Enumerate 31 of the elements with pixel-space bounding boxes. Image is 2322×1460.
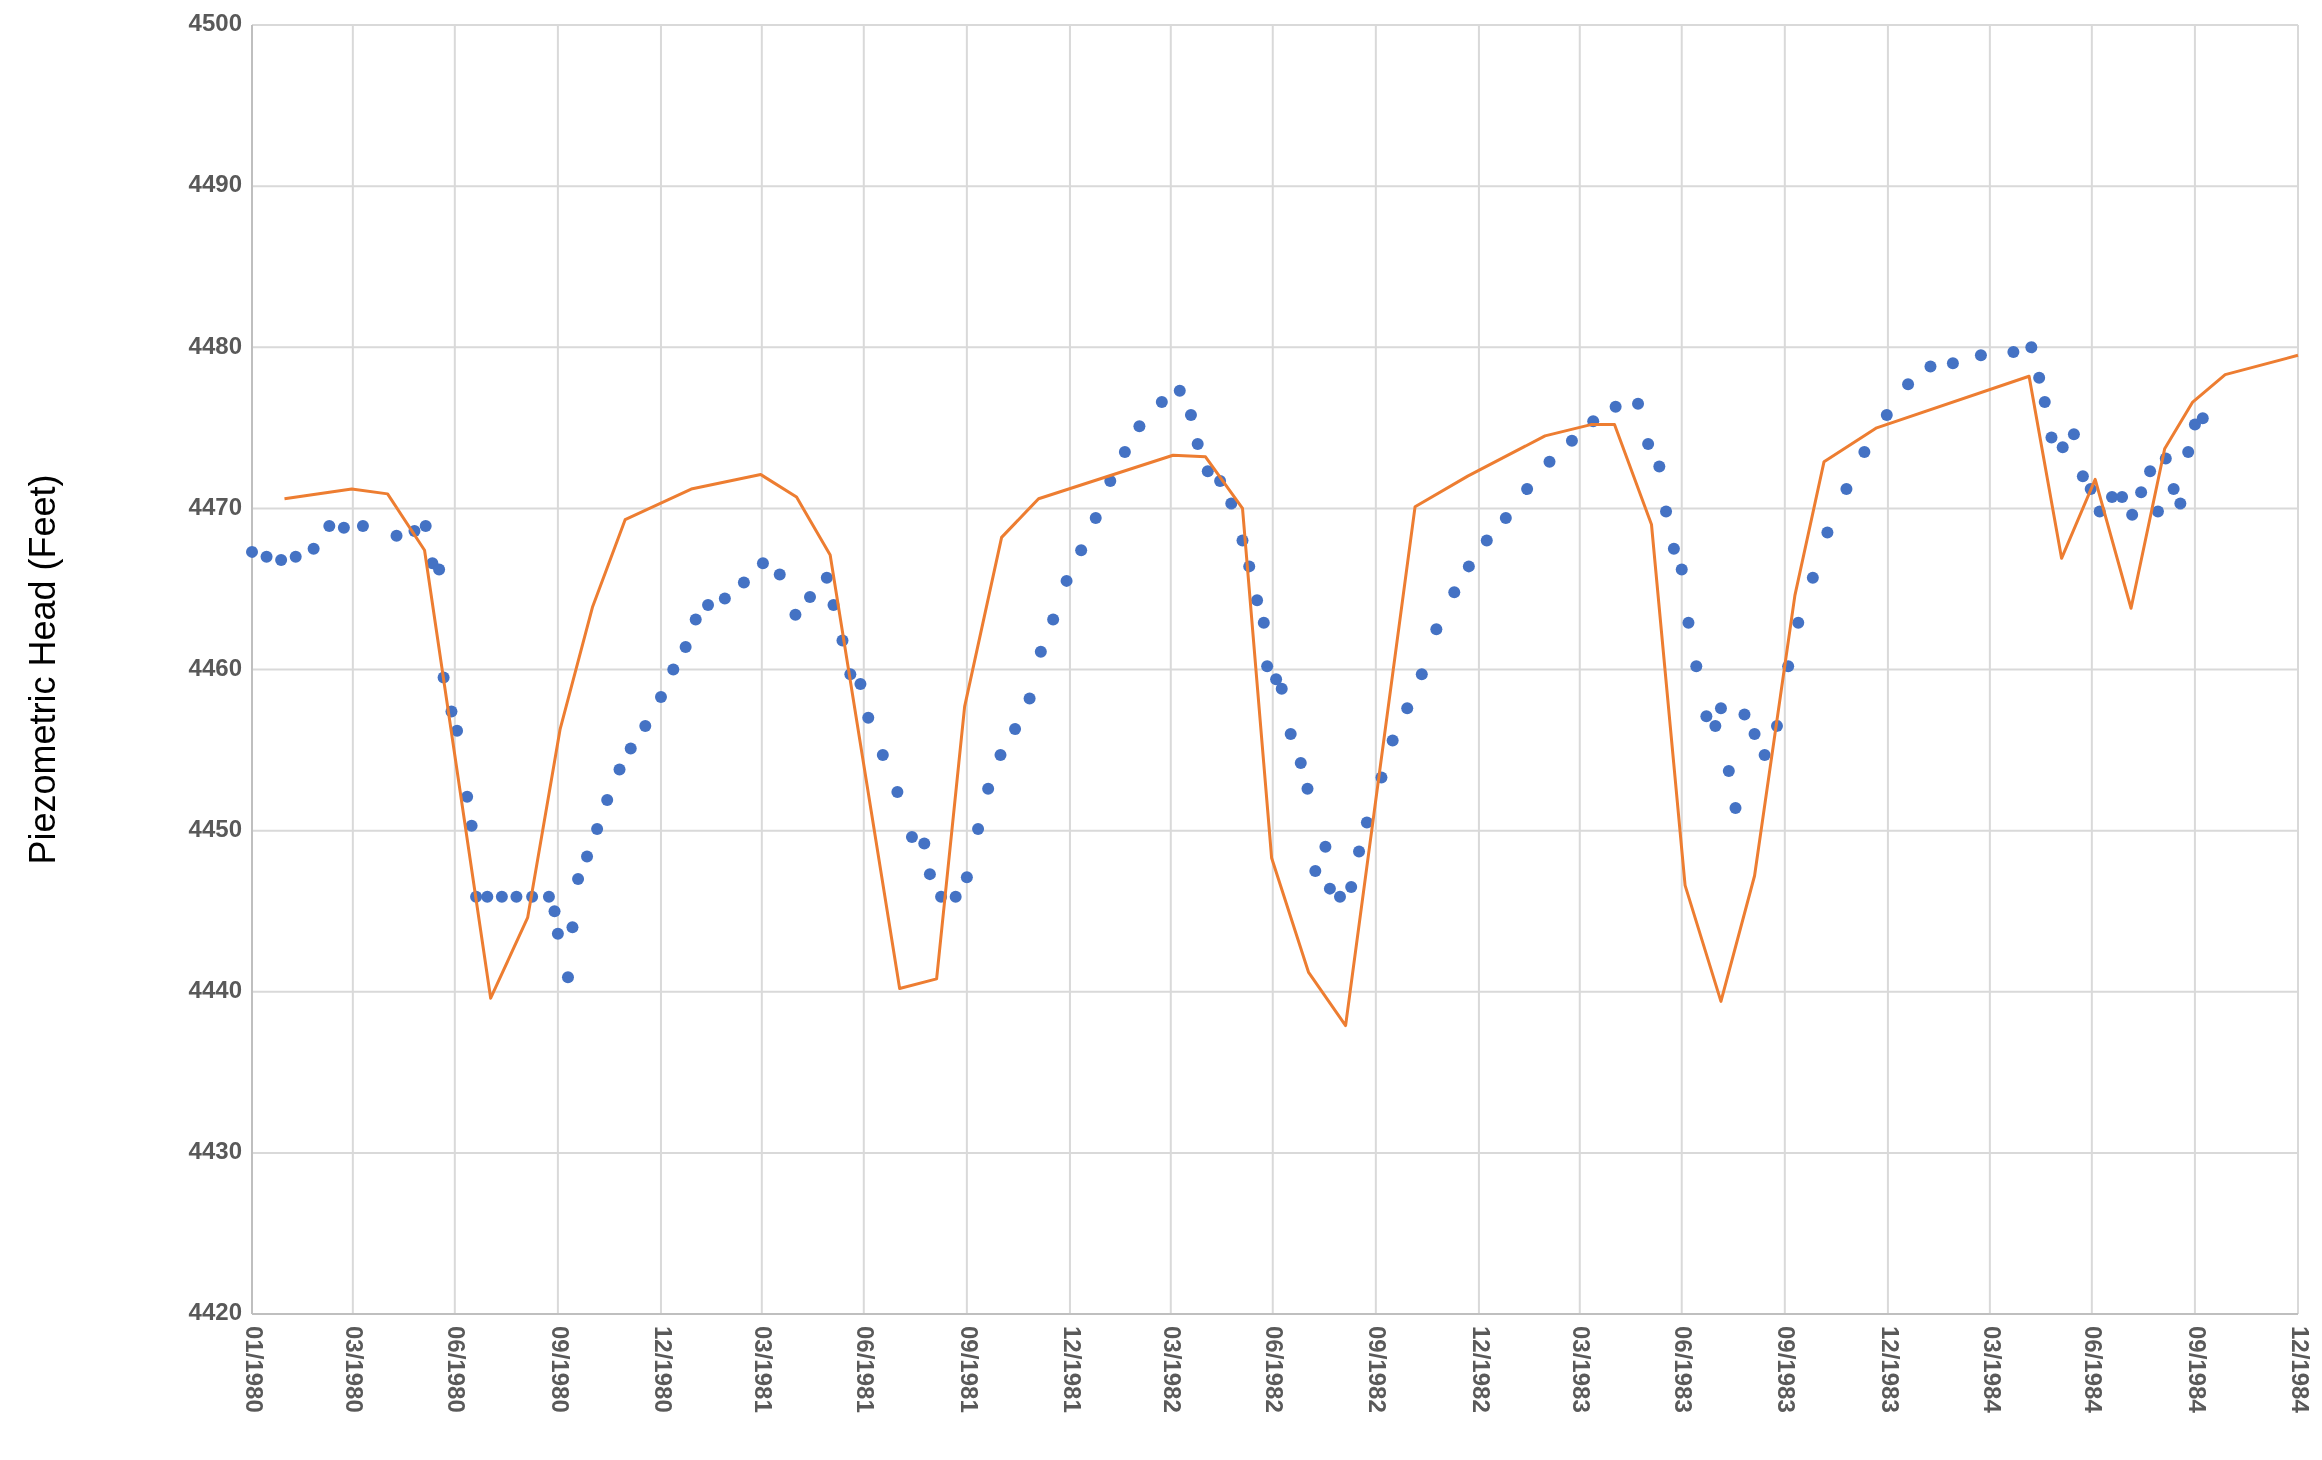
x-tick-label: 03/1981 xyxy=(750,1326,778,1413)
y-tick-label: 4500 xyxy=(188,9,242,37)
y-tick-label: 4420 xyxy=(188,1298,242,1326)
x-tick-label: 06/1984 xyxy=(2080,1326,2108,1414)
x-tick-label: 12/1984 xyxy=(2286,1326,2314,1414)
x-tick-label: 06/1981 xyxy=(852,1326,880,1413)
x-tick-label: 03/1983 xyxy=(1568,1326,1596,1413)
y-tick-label: 4430 xyxy=(188,1137,242,1165)
y-tick-label: 4470 xyxy=(188,492,242,520)
x-tick-label: 06/1983 xyxy=(1670,1326,1698,1413)
y-tick-label: 4460 xyxy=(188,653,242,681)
x-tick-label: 03/1982 xyxy=(1159,1326,1187,1413)
y-axis-title: Piezometric Head (Feet) xyxy=(21,474,63,865)
x-tick-label: 03/1980 xyxy=(341,1326,369,1413)
y-tick-label: 4450 xyxy=(188,814,242,842)
y-tick-label: 4480 xyxy=(188,331,242,359)
x-tick-label: 06/1982 xyxy=(1261,1326,1289,1413)
x-tick-label: 09/1983 xyxy=(1773,1326,1801,1413)
x-tick-label: 09/1982 xyxy=(1364,1326,1392,1413)
x-tick-label: 12/1983 xyxy=(1876,1326,1904,1413)
x-tick-label: 01/1980 xyxy=(240,1326,268,1413)
x-tick-label: 12/1980 xyxy=(649,1326,677,1413)
x-tick-label: 12/1981 xyxy=(1058,1326,1086,1413)
x-tick-label: 03/1984 xyxy=(1978,1326,2006,1414)
x-tick-label: 06/1980 xyxy=(443,1326,471,1413)
x-tick-label: 09/1984 xyxy=(2183,1326,2211,1414)
y-tick-label: 4490 xyxy=(188,170,242,198)
x-tick-label: 09/1981 xyxy=(955,1326,983,1413)
x-tick-label: 12/1982 xyxy=(1467,1326,1495,1413)
x-tick-label: 09/1980 xyxy=(546,1326,574,1413)
y-tick-label: 4440 xyxy=(188,976,242,1004)
